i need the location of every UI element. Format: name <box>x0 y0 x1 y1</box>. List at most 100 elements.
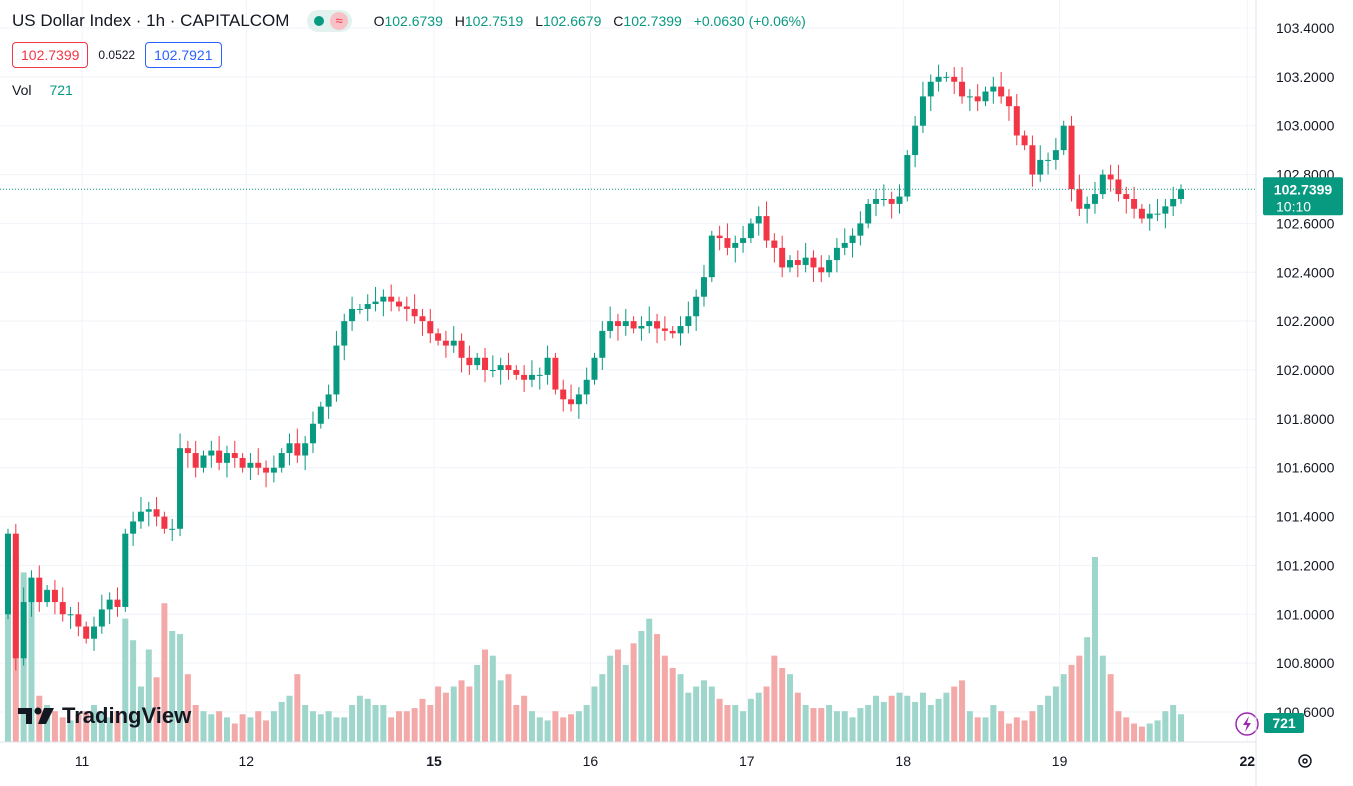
candle-body <box>849 235 856 243</box>
candle-body <box>364 304 371 309</box>
candle-body <box>247 462 254 468</box>
candle-body <box>98 609 105 627</box>
candle-body <box>44 589 51 603</box>
candle-body <box>184 448 191 454</box>
volume-bar <box>145 649 152 742</box>
volume-bar <box>1052 686 1059 742</box>
candle-body <box>630 321 637 329</box>
volume-bar <box>521 695 528 742</box>
candle-body <box>685 316 692 327</box>
x-tick-label: 12 <box>239 753 255 769</box>
volume-bar <box>1029 711 1036 742</box>
volume-bar <box>309 711 316 742</box>
volume-bar <box>927 705 934 742</box>
candle-body <box>28 577 35 603</box>
candle-body <box>51 589 58 603</box>
volume-bar <box>489 655 496 742</box>
volume-legend[interactable]: Vol 721 <box>12 82 73 98</box>
y-tick-label: 101.6000 <box>1276 460 1335 476</box>
candle-body <box>372 301 379 305</box>
volume-bar <box>622 664 629 742</box>
volume-bar <box>614 649 621 742</box>
volume-bar <box>223 717 230 742</box>
volume-bar <box>528 711 535 742</box>
volume-bar <box>880 701 887 742</box>
y-tick-label: 101.4000 <box>1276 509 1335 525</box>
volume-bar <box>333 717 340 742</box>
volume-bar <box>474 664 481 742</box>
volume-bar <box>959 680 966 742</box>
volume-bar <box>568 714 575 742</box>
candle-body <box>216 450 223 463</box>
close-value: 102.7399 <box>623 13 682 29</box>
candle-body <box>966 96 973 98</box>
candle-body <box>888 199 895 204</box>
candle-body <box>638 326 645 329</box>
volume-bar <box>1146 723 1153 742</box>
volume-bar <box>177 634 184 742</box>
high-value: 102.7519 <box>464 13 524 29</box>
volume-bar <box>98 711 105 742</box>
volume-bar <box>630 643 637 742</box>
volume-bar <box>677 674 684 742</box>
volume-bar <box>161 603 168 742</box>
change-value: +0.0630 (+0.06%) <box>693 13 806 29</box>
candle-body <box>208 450 215 456</box>
candle-body <box>560 389 567 400</box>
logo-text: TradingView <box>62 703 192 728</box>
market-status-pill[interactable]: ≈ <box>307 10 352 32</box>
volume-bar <box>700 680 707 742</box>
symbol-title[interactable]: US Dollar Index · 1h · CAPITALCOM <box>12 11 290 30</box>
candle-body <box>607 321 614 331</box>
volume-bar <box>998 711 1005 742</box>
volume-bar <box>787 674 793 742</box>
candle-body <box>1178 189 1184 199</box>
volume-bar <box>106 717 113 742</box>
volume-bar <box>427 705 434 742</box>
candle-body <box>263 467 270 473</box>
candle-body <box>1146 213 1153 219</box>
candle-body <box>779 247 786 268</box>
last-volume-badge <box>1264 713 1304 733</box>
candle-body <box>59 602 66 615</box>
candle-body <box>458 340 465 358</box>
low-label: L <box>535 13 543 29</box>
candle-body <box>747 223 754 239</box>
volume-bar <box>169 631 176 742</box>
volume-bar <box>552 711 559 742</box>
candle-body <box>1068 125 1075 190</box>
volume-bar <box>873 695 880 742</box>
volume-bar <box>1107 674 1114 742</box>
sell-button[interactable]: 102.7399 <box>12 42 89 68</box>
candle-body <box>669 330 676 334</box>
volume-bar <box>51 711 58 742</box>
candle-body <box>239 457 246 468</box>
candle-body <box>419 316 426 322</box>
volume-bar <box>286 695 293 742</box>
volume-bar <box>536 717 543 742</box>
y-tick-label: 103.2000 <box>1276 69 1335 85</box>
candle-body <box>388 296 395 302</box>
candle-body <box>716 235 723 239</box>
candle-body <box>114 599 121 607</box>
candle-body <box>1013 106 1020 136</box>
candle-body <box>818 267 825 273</box>
volume-bar <box>450 686 457 742</box>
x-tick-label: 16 <box>583 753 599 769</box>
candle-body <box>935 76 942 82</box>
volume-bar <box>693 686 700 742</box>
volume-value: 721 <box>49 82 73 98</box>
settings-icon[interactable] <box>1296 752 1314 770</box>
candle-body <box>67 614 74 616</box>
candle-body <box>223 453 230 463</box>
tradingview-logo[interactable]: TradingView <box>16 703 191 729</box>
y-tick-label: 101.2000 <box>1276 557 1335 573</box>
volume-bar <box>669 668 676 742</box>
buy-button[interactable]: 102.7921 <box>145 42 222 68</box>
candle-body <box>333 345 340 395</box>
volume-bar <box>646 618 653 742</box>
candle-body <box>5 533 11 615</box>
candle-body <box>286 443 293 454</box>
volume-bar <box>59 717 66 742</box>
